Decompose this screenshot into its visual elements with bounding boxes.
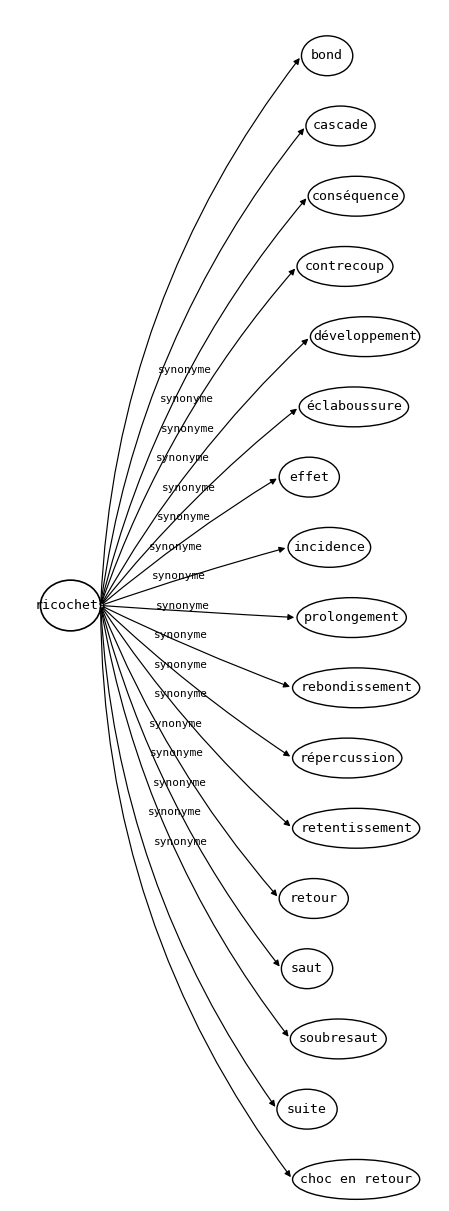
Ellipse shape xyxy=(306,107,375,145)
Text: conséquence: conséquence xyxy=(312,190,400,202)
Ellipse shape xyxy=(279,878,348,918)
Text: soubresaut: soubresaut xyxy=(298,1033,379,1045)
FancyArrowPatch shape xyxy=(103,480,276,604)
Ellipse shape xyxy=(297,598,406,637)
FancyArrowPatch shape xyxy=(101,59,299,603)
Text: rebondissement: rebondissement xyxy=(300,682,412,694)
Ellipse shape xyxy=(279,458,339,497)
FancyArrowPatch shape xyxy=(103,547,284,604)
Ellipse shape xyxy=(282,948,333,988)
Text: synonyme: synonyme xyxy=(162,483,216,493)
Ellipse shape xyxy=(293,737,402,777)
Text: synonyme: synonyme xyxy=(154,630,208,641)
Text: synonyme: synonyme xyxy=(160,394,214,404)
Ellipse shape xyxy=(310,317,420,356)
FancyArrowPatch shape xyxy=(103,607,289,687)
FancyArrowPatch shape xyxy=(101,200,305,603)
Text: développement: développement xyxy=(313,331,417,343)
Text: synonyme: synonyme xyxy=(161,424,215,434)
Text: bond: bond xyxy=(311,50,343,62)
Text: saut: saut xyxy=(291,963,323,975)
FancyArrowPatch shape xyxy=(102,608,290,826)
Ellipse shape xyxy=(297,247,393,286)
Text: contrecoup: contrecoup xyxy=(305,260,385,272)
Text: synonyme: synonyme xyxy=(150,748,203,758)
Ellipse shape xyxy=(293,808,420,848)
FancyArrowPatch shape xyxy=(101,608,279,965)
Text: éclaboussure: éclaboussure xyxy=(306,401,402,413)
Text: synonyme: synonyme xyxy=(152,572,207,581)
FancyArrowPatch shape xyxy=(101,130,304,603)
Text: choc en retour: choc en retour xyxy=(300,1173,412,1186)
Text: synonyme: synonyme xyxy=(148,807,202,817)
Ellipse shape xyxy=(293,1159,420,1199)
Ellipse shape xyxy=(40,580,101,631)
Text: répercussion: répercussion xyxy=(299,752,395,764)
FancyArrowPatch shape xyxy=(102,409,296,603)
FancyArrowPatch shape xyxy=(101,608,290,1176)
Text: synonyme: synonyme xyxy=(154,660,208,670)
FancyArrowPatch shape xyxy=(101,270,294,603)
Text: synonyme: synonyme xyxy=(154,837,208,846)
Text: prolongement: prolongement xyxy=(304,612,400,624)
Text: effet: effet xyxy=(289,471,329,483)
Ellipse shape xyxy=(288,528,370,567)
Text: suite: suite xyxy=(287,1103,327,1115)
Text: synonyme: synonyme xyxy=(149,718,202,729)
Text: synonyme: synonyme xyxy=(153,777,207,787)
Ellipse shape xyxy=(291,1018,386,1058)
Text: cascade: cascade xyxy=(313,120,369,132)
Text: synonyme: synonyme xyxy=(157,512,211,522)
Text: incidence: incidence xyxy=(293,541,365,553)
FancyArrowPatch shape xyxy=(103,608,289,756)
Ellipse shape xyxy=(299,388,409,426)
FancyArrowPatch shape xyxy=(101,608,274,1106)
FancyArrowPatch shape xyxy=(102,339,308,603)
Text: retentissement: retentissement xyxy=(300,822,412,834)
Ellipse shape xyxy=(308,177,404,216)
FancyArrowPatch shape xyxy=(103,606,293,620)
Text: synonyme: synonyme xyxy=(149,541,202,551)
Text: synonyme: synonyme xyxy=(156,601,210,610)
Text: ricochets: ricochets xyxy=(35,599,106,612)
Text: retour: retour xyxy=(290,893,338,905)
Text: synonyme: synonyme xyxy=(158,365,212,374)
Ellipse shape xyxy=(301,36,353,76)
FancyArrowPatch shape xyxy=(102,608,277,895)
FancyArrowPatch shape xyxy=(101,608,288,1035)
Ellipse shape xyxy=(277,1089,337,1129)
Ellipse shape xyxy=(293,668,420,707)
Text: synonyme: synonyme xyxy=(156,453,210,463)
Text: synonyme: synonyme xyxy=(154,689,208,699)
